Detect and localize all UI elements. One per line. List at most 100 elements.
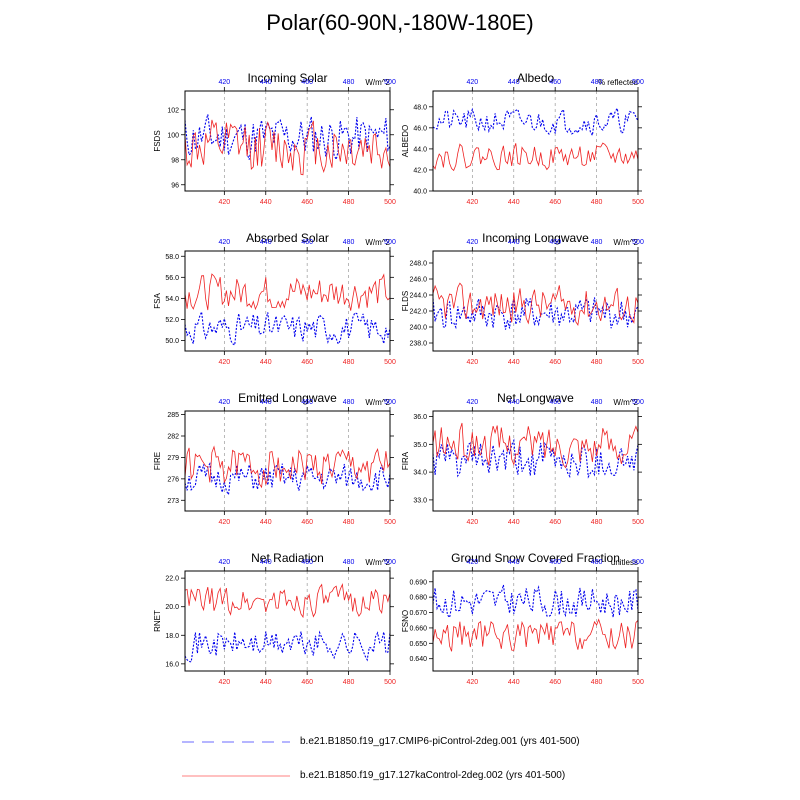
y-tick-label: 0.670 — [409, 610, 427, 617]
y-tick-label: 20.0 — [165, 604, 179, 611]
x-tick-label-top: 440 — [260, 239, 272, 246]
y-axis-label: FLDS — [401, 291, 410, 311]
x-tick-label-bottom: 460 — [301, 199, 313, 206]
x-tick-label-bottom: 500 — [632, 199, 644, 206]
x-tick-label-top: 500 — [384, 239, 396, 246]
panel-units: W/m^2 — [365, 78, 390, 87]
y-tick-label: 52.0 — [165, 317, 179, 324]
y-tick-label: 56.0 — [165, 275, 179, 282]
series-line-127ka — [184, 119, 391, 176]
series-line-control — [184, 630, 391, 663]
x-tick-label-bottom: 460 — [301, 679, 313, 686]
x-tick-label-bottom: 480 — [591, 359, 603, 366]
page-title: Polar(60-90N,-180W-180E) — [266, 10, 534, 35]
plot-frame — [184, 410, 391, 512]
panel-title: Net Radiation — [251, 551, 324, 565]
y-axis-label: RNET — [153, 610, 162, 632]
panel-units: W/m^2 — [613, 398, 638, 407]
y-tick-label: 0.660 — [409, 625, 427, 632]
x-tick-label-bottom: 480 — [343, 199, 355, 206]
legend-label-127ka: b.e21.B1850.f19_g17.127kaControl-2deg.00… — [300, 770, 566, 781]
y-tick-label: 54.0 — [165, 296, 179, 303]
y-tick-label: 0.640 — [409, 656, 427, 663]
panel-units: W/m^2 — [613, 238, 638, 247]
series-line-127ka — [432, 618, 639, 652]
x-tick-label-bottom: 500 — [632, 679, 644, 686]
x-tick-label-bottom: 440 — [508, 679, 520, 686]
y-tick-label: 240.0 — [409, 325, 427, 332]
x-tick-label-bottom: 480 — [591, 679, 603, 686]
x-tick-label-top: 460 — [549, 239, 561, 246]
x-tick-label-top: 500 — [384, 79, 396, 86]
x-tick-label-top: 480 — [591, 239, 603, 246]
y-tick-label: 282 — [167, 434, 179, 441]
y-tick-label: 0.680 — [409, 595, 427, 602]
plot-frame — [184, 250, 391, 352]
x-tick-label-top: 420 — [218, 239, 230, 246]
legend-label-control: b.e21.B1850.f19_g17.CMIP6-piControl-2deg… — [300, 736, 580, 747]
x-tick-label-top: 480 — [343, 79, 355, 86]
x-tick-label-bottom: 460 — [301, 519, 313, 526]
series-line-127ka — [184, 583, 391, 619]
y-tick-label: 279 — [167, 455, 179, 462]
chart-svg: 40.0 42.0 44.0 46.0 48.0 420 420 440 440 460 460 48… — [401, 79, 644, 206]
x-tick-label-top: 440 — [508, 239, 520, 246]
y-tick-label: 42.0 — [413, 167, 427, 174]
x-tick-label-bottom: 480 — [591, 519, 603, 526]
x-tick-label-bottom: 500 — [384, 679, 396, 686]
x-tick-label-top: 460 — [301, 79, 313, 86]
x-tick-label-top: 440 — [508, 399, 520, 406]
x-tick-label-top: 460 — [301, 399, 313, 406]
panel-units: unitless — [610, 558, 638, 567]
x-tick-label-top: 460 — [301, 559, 313, 566]
x-tick-label-bottom: 500 — [384, 359, 396, 366]
panel-units: W/m^2 — [365, 398, 390, 407]
plot-frame — [432, 90, 639, 192]
y-tick-label: 22.0 — [165, 576, 179, 583]
x-tick-label-top: 480 — [343, 559, 355, 566]
y-tick-label: 36.0 — [413, 414, 427, 421]
panel-units: % reflected — [597, 78, 638, 87]
y-axis-label: FIRA — [401, 451, 410, 470]
x-tick-label-bottom: 440 — [260, 199, 272, 206]
y-tick-label: 238.0 — [409, 341, 427, 348]
x-tick-label-top: 440 — [260, 559, 272, 566]
y-tick-label: 100 — [167, 132, 179, 139]
x-tick-label-top: 480 — [343, 399, 355, 406]
chart-svg: 16.0 18.0 20.0 22.0 420 420 440 440 460 460 480 480… — [153, 559, 396, 686]
series-line-127ka — [184, 445, 391, 489]
y-tick-label: 16.0 — [165, 661, 179, 668]
y-tick-label: 0.690 — [409, 579, 427, 586]
series-line-127ka — [432, 142, 639, 172]
x-tick-label-top: 460 — [549, 79, 561, 86]
x-tick-label-bottom: 420 — [466, 679, 478, 686]
x-tick-label-bottom: 440 — [508, 359, 520, 366]
x-tick-label-bottom: 420 — [218, 679, 230, 686]
y-tick-label: 48.0 — [413, 104, 427, 111]
series-line-control — [432, 106, 639, 138]
y-tick-label: 244.0 — [409, 293, 427, 300]
plot-frame — [432, 410, 639, 512]
x-tick-label-bottom: 480 — [343, 519, 355, 526]
chart-svg: 96 98 100 102 420 420 440 440 460 460 480 480 500 500… — [153, 79, 396, 206]
panel-albedo: Albedo % reflected 40.0 42.0 44.0 46.0 48.0 420… — [401, 71, 644, 206]
x-tick-label-top: 420 — [466, 239, 478, 246]
panel-units: W/m^2 — [365, 558, 390, 567]
panel-fire: Emitted Longwave W/m^2 273 276 279 282 285 420 4… — [153, 391, 396, 526]
y-tick-label: 50.0 — [165, 338, 179, 345]
plot-frame — [184, 570, 391, 672]
y-tick-label: 33.0 — [413, 497, 427, 504]
y-tick-label: 18.0 — [165, 633, 179, 640]
panel-title: Absorbed Solar — [246, 231, 329, 245]
x-tick-label-bottom: 500 — [384, 519, 396, 526]
panel-fsds: Incoming Solar W/m^2 96 98 100 102 420 420 440 44… — [153, 71, 396, 206]
x-tick-label-top: 420 — [466, 559, 478, 566]
x-tick-label-bottom: 420 — [466, 199, 478, 206]
x-tick-label-top: 480 — [591, 79, 603, 86]
y-axis-label: ALBEDO — [401, 125, 410, 157]
x-tick-label-top: 500 — [632, 79, 644, 86]
x-tick-label-bottom: 500 — [384, 199, 396, 206]
x-tick-label-top: 480 — [591, 559, 603, 566]
chart-svg: 238.0 240.0 242.0 244.0 246.0 248.0 420 420 440 4… — [401, 239, 644, 366]
chart-svg: 33.0 34.0 35.0 36.0 420 420 440 440 460 460 480 480… — [401, 399, 644, 526]
